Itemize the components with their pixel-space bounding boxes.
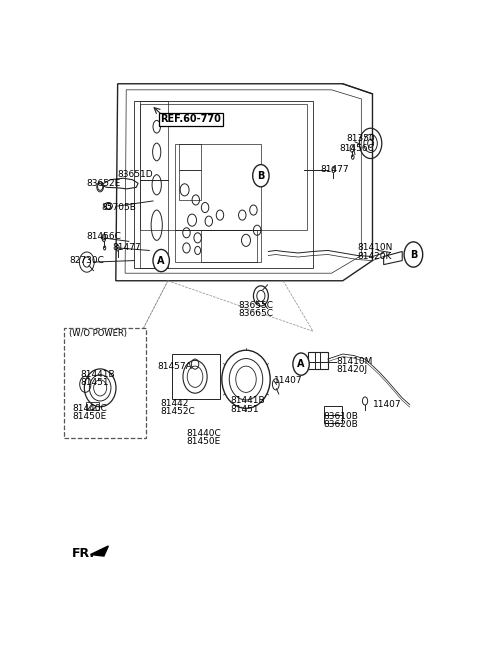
Text: 81350: 81350 [347, 134, 375, 143]
Polygon shape [91, 546, 108, 556]
Text: 81441B: 81441B [230, 396, 265, 405]
Text: 81441B: 81441B [81, 370, 115, 379]
Text: 81442: 81442 [160, 398, 189, 407]
Text: (W/O POWER): (W/O POWER) [69, 329, 127, 338]
Text: 81420J: 81420J [336, 365, 367, 374]
Bar [64, 328, 145, 438]
Text: 83610B: 83610B [324, 412, 358, 420]
Text: 81450E: 81450E [72, 412, 106, 420]
Text: B: B [410, 249, 417, 260]
Text: 81457A: 81457A [157, 362, 192, 371]
Polygon shape [116, 84, 372, 281]
Text: 11407: 11407 [274, 377, 302, 385]
Text: 81477: 81477 [321, 165, 349, 174]
Text: 81420K: 81420K [358, 252, 392, 261]
Text: 83651D: 83651D [118, 170, 153, 179]
Text: 11407: 11407 [372, 400, 401, 409]
Text: 81452C: 81452C [160, 407, 195, 416]
Circle shape [252, 165, 269, 187]
Text: 81450E: 81450E [186, 437, 221, 446]
Text: 81410M: 81410M [336, 357, 372, 366]
Ellipse shape [222, 350, 270, 408]
Text: 81451: 81451 [230, 405, 259, 413]
Text: 82730C: 82730C [69, 256, 104, 265]
Text: 83620B: 83620B [324, 420, 358, 429]
Text: A: A [297, 359, 305, 369]
Text: A: A [157, 256, 165, 266]
Text: 83655C: 83655C [239, 300, 274, 310]
Text: FR.: FR. [72, 547, 95, 560]
Text: B: B [257, 171, 264, 180]
Circle shape [153, 249, 169, 272]
Ellipse shape [84, 369, 116, 407]
Text: 83652E: 83652E [86, 179, 120, 188]
Text: 81477: 81477 [112, 243, 141, 253]
Text: 81410N: 81410N [358, 243, 393, 253]
Text: 81440C: 81440C [186, 429, 221, 438]
Circle shape [404, 242, 423, 267]
Text: 81456C: 81456C [86, 232, 121, 241]
Text: REF.60-770: REF.60-770 [160, 114, 221, 124]
Text: 81456C: 81456C [339, 144, 374, 153]
Text: 81451: 81451 [81, 378, 109, 387]
Circle shape [293, 353, 309, 375]
Text: 81440C: 81440C [72, 403, 107, 413]
Text: 85705B: 85705B [101, 203, 136, 212]
Text: 83665C: 83665C [239, 309, 274, 318]
Ellipse shape [183, 360, 207, 393]
